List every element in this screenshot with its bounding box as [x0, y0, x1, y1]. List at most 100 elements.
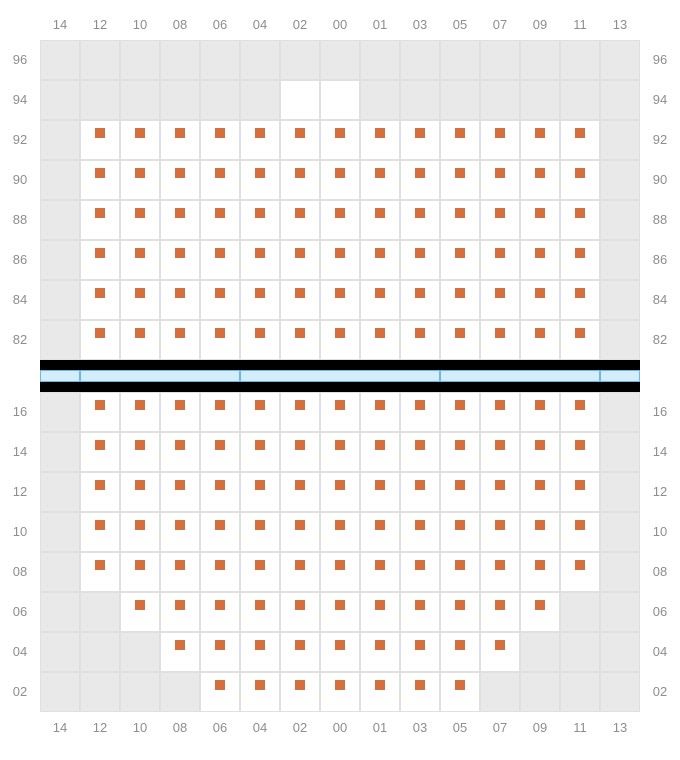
seat-marker[interactable]: [335, 128, 345, 138]
cell-active[interactable]: [400, 320, 440, 360]
seat-marker[interactable]: [535, 208, 545, 218]
cell-active[interactable]: [160, 320, 200, 360]
seat-marker[interactable]: [95, 560, 105, 570]
seat-marker[interactable]: [335, 168, 345, 178]
cell-active[interactable]: [440, 512, 480, 552]
cell-active[interactable]: [120, 280, 160, 320]
seat-marker[interactable]: [495, 400, 505, 410]
seat-marker[interactable]: [175, 248, 185, 258]
cell-active[interactable]: [480, 472, 520, 512]
seat-marker[interactable]: [495, 520, 505, 530]
cell-active[interactable]: [480, 280, 520, 320]
seat-marker[interactable]: [455, 328, 465, 338]
cell-active[interactable]: [360, 280, 400, 320]
seat-marker[interactable]: [535, 480, 545, 490]
seat-marker[interactable]: [135, 600, 145, 610]
seat-marker[interactable]: [495, 248, 505, 258]
seat-marker[interactable]: [175, 288, 185, 298]
cell-active[interactable]: [560, 552, 600, 592]
cell-active[interactable]: [120, 160, 160, 200]
seat-marker[interactable]: [135, 480, 145, 490]
seat-marker[interactable]: [295, 400, 305, 410]
seat-marker[interactable]: [375, 328, 385, 338]
cell-active[interactable]: [440, 392, 480, 432]
cell-active[interactable]: [200, 672, 240, 712]
cell-active[interactable]: [320, 672, 360, 712]
seat-marker[interactable]: [95, 248, 105, 258]
cell-active[interactable]: [480, 240, 520, 280]
seat-marker[interactable]: [255, 248, 265, 258]
seat-marker[interactable]: [95, 328, 105, 338]
seat-marker[interactable]: [375, 400, 385, 410]
seat-marker[interactable]: [175, 168, 185, 178]
cell-active[interactable]: [280, 320, 320, 360]
seat-marker[interactable]: [135, 400, 145, 410]
seat-marker[interactable]: [495, 288, 505, 298]
cell-active[interactable]: [400, 592, 440, 632]
cell-active[interactable]: [240, 592, 280, 632]
cell-active[interactable]: [240, 120, 280, 160]
cell-active[interactable]: [160, 632, 200, 672]
cell-active[interactable]: [320, 552, 360, 592]
cell-active[interactable]: [200, 392, 240, 432]
cell-active[interactable]: [280, 632, 320, 672]
cell-active[interactable]: [440, 120, 480, 160]
seat-marker[interactable]: [95, 288, 105, 298]
cell-active[interactable]: [520, 120, 560, 160]
seat-marker[interactable]: [215, 440, 225, 450]
seat-marker[interactable]: [295, 680, 305, 690]
seat-marker[interactable]: [415, 248, 425, 258]
seat-marker[interactable]: [375, 168, 385, 178]
seat-marker[interactable]: [215, 520, 225, 530]
cell-active[interactable]: [280, 512, 320, 552]
cell-active[interactable]: [320, 472, 360, 512]
seat-marker[interactable]: [375, 208, 385, 218]
seat-marker[interactable]: [415, 128, 425, 138]
seat-marker[interactable]: [415, 400, 425, 410]
cell-active[interactable]: [360, 160, 400, 200]
seat-marker[interactable]: [175, 480, 185, 490]
cell-active[interactable]: [200, 240, 240, 280]
cell-active[interactable]: [120, 552, 160, 592]
seat-marker[interactable]: [255, 328, 265, 338]
seat-marker[interactable]: [215, 680, 225, 690]
cell-active[interactable]: [120, 592, 160, 632]
cell-active[interactable]: [320, 320, 360, 360]
seat-marker[interactable]: [335, 208, 345, 218]
cell-active[interactable]: [520, 200, 560, 240]
seat-marker[interactable]: [215, 328, 225, 338]
cell-active[interactable]: [240, 632, 280, 672]
cell-active[interactable]: [360, 512, 400, 552]
cell-active[interactable]: [440, 672, 480, 712]
cell-active[interactable]: [160, 552, 200, 592]
cell-active[interactable]: [80, 472, 120, 512]
cell-active[interactable]: [400, 552, 440, 592]
cell-active[interactable]: [240, 432, 280, 472]
cell-active[interactable]: [560, 280, 600, 320]
seat-marker[interactable]: [215, 128, 225, 138]
cell-active[interactable]: [120, 240, 160, 280]
seat-marker[interactable]: [175, 128, 185, 138]
cell-active[interactable]: [120, 512, 160, 552]
cell-active[interactable]: [200, 320, 240, 360]
cell-active[interactable]: [360, 632, 400, 672]
seat-marker[interactable]: [375, 520, 385, 530]
cell-active[interactable]: [160, 240, 200, 280]
cell-active[interactable]: [440, 160, 480, 200]
seat-marker[interactable]: [495, 480, 505, 490]
seat-marker[interactable]: [175, 208, 185, 218]
seat-marker[interactable]: [375, 248, 385, 258]
seat-marker[interactable]: [295, 168, 305, 178]
seat-marker[interactable]: [175, 400, 185, 410]
seat-marker[interactable]: [135, 168, 145, 178]
seat-marker[interactable]: [295, 480, 305, 490]
cell-active[interactable]: [320, 120, 360, 160]
cell-active[interactable]: [520, 552, 560, 592]
cell-active[interactable]: [320, 632, 360, 672]
seat-marker[interactable]: [535, 168, 545, 178]
cell-active[interactable]: [400, 472, 440, 512]
cell-active[interactable]: [280, 160, 320, 200]
seat-marker[interactable]: [415, 560, 425, 570]
cell-active[interactable]: [400, 280, 440, 320]
cell-active[interactable]: [560, 512, 600, 552]
